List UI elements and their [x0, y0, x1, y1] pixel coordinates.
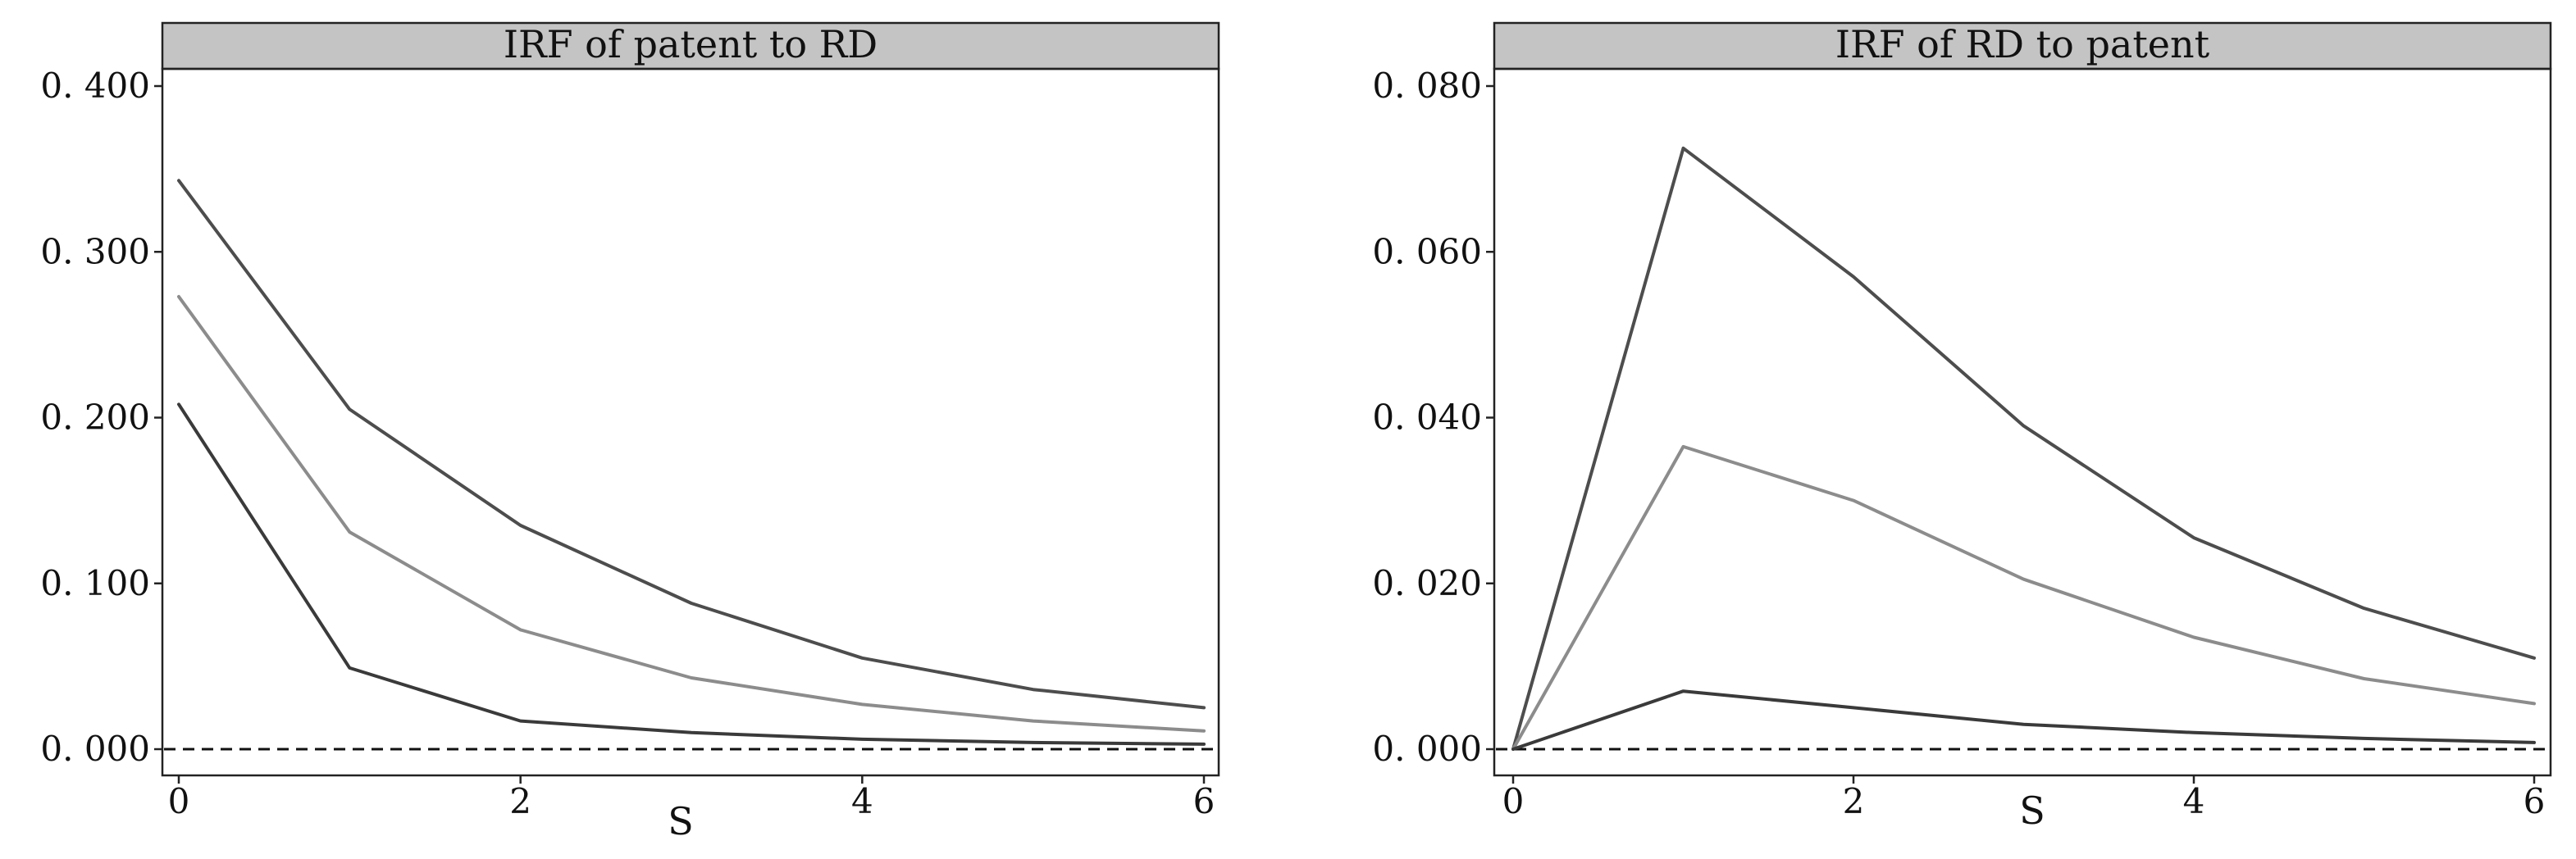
x-tick-label: 4: [851, 781, 873, 821]
x-tick-label: 6: [2524, 781, 2546, 821]
y-tick-label: 0. 300: [40, 231, 150, 271]
y-axis: 0. 000 0. 100 0. 200 0. 300 0. 400: [40, 66, 162, 769]
y-tick-label: 0. 060: [1372, 231, 1482, 271]
y-tick-label: 0. 000: [1372, 729, 1482, 769]
x-axis: 0 2 4 6: [168, 775, 1215, 821]
series-lines: [1511, 146, 2536, 751]
upper-band-line: [1511, 146, 2536, 751]
title-bar: [161, 21, 1220, 70]
plot-frame: [1493, 67, 2552, 777]
x-tick-label: 2: [509, 781, 531, 821]
upper-band-line: [177, 179, 1206, 710]
lower-band-line: [177, 402, 1206, 746]
panel-title: IRF of patent to RD: [504, 22, 878, 66]
y-tick-label: 0. 200: [40, 398, 150, 438]
x-axis: 0 2 4 6: [1502, 775, 2546, 821]
x-tick-label: 0: [1502, 781, 1525, 821]
plot-frame: [161, 67, 1220, 777]
x-tick-label: 2: [1843, 781, 1865, 821]
lower-band-line: [1511, 689, 2536, 751]
y-axis: 0. 000 0. 020 0. 040 0. 060 0. 080: [1372, 66, 1494, 769]
y-tick-label: 0. 080: [1372, 66, 1482, 106]
x-axis-title: S: [2019, 789, 2045, 833]
y-tick-label: 0. 000: [40, 729, 150, 769]
x-tick-label: 0: [168, 781, 190, 821]
x-tick-label: 6: [1193, 781, 1215, 821]
irf-line: [1511, 444, 2536, 751]
panel-title: IRF of RD to patent: [1835, 22, 2210, 66]
series-lines: [177, 179, 1206, 746]
y-tick-label: 0. 400: [40, 66, 150, 106]
y-tick-label: 0. 040: [1372, 398, 1482, 438]
x-axis-title: S: [668, 799, 694, 843]
y-tick-label: 0. 100: [40, 563, 150, 603]
x-tick-label: 4: [2183, 781, 2205, 821]
y-tick-label: 0. 020: [1372, 563, 1482, 603]
irf-line: [177, 294, 1206, 733]
